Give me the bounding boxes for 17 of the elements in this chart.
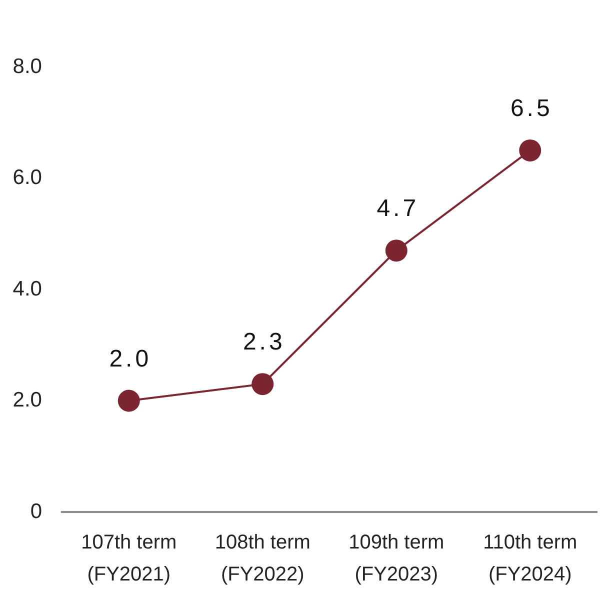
data-label: 2.0 [109, 345, 152, 372]
point [519, 139, 542, 162]
point [252, 373, 274, 396]
y-tick-label: 6.0 [12, 166, 42, 190]
data-label: 6.5 [510, 95, 553, 122]
y-tick-label: 2.0 [12, 388, 42, 412]
x-tick-label: 108th term (FY2022) [214, 532, 310, 586]
y-tick-label: 8.0 [12, 54, 42, 78]
point [118, 390, 140, 412]
x-tick-label: 109th term (FY2023) [348, 532, 444, 586]
point [385, 240, 408, 262]
data-label: 4.7 [376, 195, 420, 222]
y-tick-label: 0 [30, 500, 42, 523]
data-label: 2.3 [242, 328, 286, 356]
x-tick-label: 107th term (FY2021) [81, 532, 177, 586]
y-tick-label: 4.0 [12, 277, 42, 300]
x-tick-label: 110th term (FY2024) [483, 532, 578, 586]
